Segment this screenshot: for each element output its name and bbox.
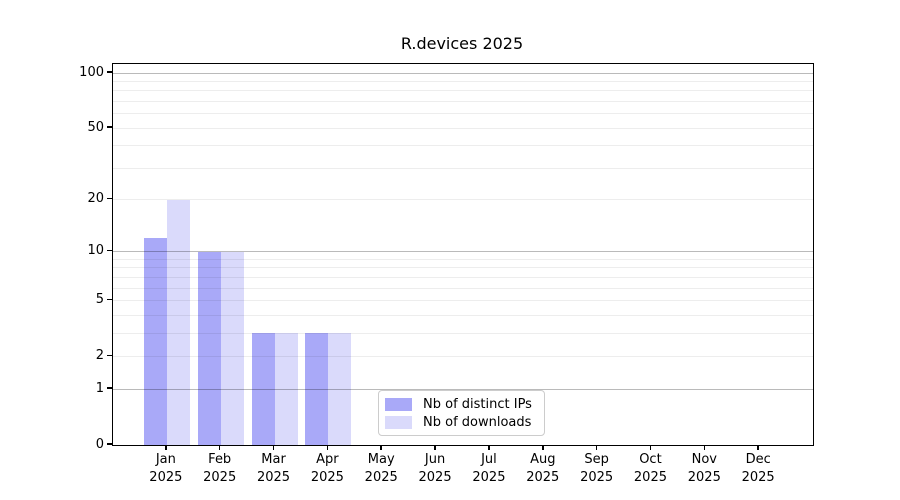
gridline-1 [113,388,813,390]
legend-swatch-distinct-ips [385,397,412,411]
x-tick-mark-may [380,445,382,450]
x-tick-mark-dec [757,445,759,450]
bar-downloads-feb [220,251,244,445]
y-tick-mark-100 [107,71,112,73]
x-tick-mark-apr [326,445,329,450]
gridline-6 [113,287,813,289]
x-tick-mark-jun [434,445,436,450]
x-tick-mark-mar [272,445,275,450]
gridline-100 [113,72,813,74]
x-tick-label-apr: Apr 2025 [310,452,344,485]
x-tick-mark-aug [542,445,544,450]
gridline-5 [113,300,813,302]
y-tick-label-2: 2 [95,347,104,363]
x-tick-mark-feb [218,445,221,450]
y-tick-mark-20 [107,197,112,200]
x-tick-mark-jan [165,445,167,450]
x-tick-label-mar: Mar 2025 [256,452,291,485]
bar-downloads-jan [166,199,190,445]
y-tick-mark-10 [107,249,112,252]
gridline-70 [113,100,813,102]
gridline-60 [113,113,813,115]
gridline-3 [113,332,813,334]
y-tick-mark-2 [107,354,112,357]
y-tick-label-1: 1 [95,380,104,396]
bar-distinct-ips-apr [305,333,329,445]
x-tick-mark-sep [595,445,598,450]
y-tick-label-100: 100 [79,64,104,80]
y-tick-mark-1 [107,387,112,389]
bar-downloads-apr [328,333,352,445]
y-tick-label-10: 10 [87,243,104,259]
gridline-20 [113,199,813,201]
gridline-7 [113,276,813,278]
y-tick-label-0: 0 [95,436,104,452]
gridline-50 [113,127,813,129]
bar-distinct-ips-feb [197,251,221,445]
x-tick-label-jun: Jun 2025 [418,452,452,485]
y-tick-label-20: 20 [87,191,104,207]
gridline-40 [113,145,813,147]
legend-swatch-downloads [385,415,412,429]
gridline-4 [113,314,813,316]
x-tick-mark-nov [703,445,706,450]
y-tick-label-50: 50 [87,119,104,135]
x-tick-label-aug: Aug 2025 [526,452,560,485]
y-tick-mark-0 [107,443,112,445]
plot-area [112,63,814,446]
legend-label-downloads: Nb of downloads [423,414,532,430]
x-tick-label-may: May 2025 [364,452,398,485]
y-tick-mark-50 [107,126,112,128]
legend-item-downloads: Nb of downloads [385,414,536,430]
y-tick-label-5: 5 [95,292,104,308]
legend: Nb of distinct IPs Nb of downloads [378,390,545,436]
gridline-80 [113,90,813,92]
x-tick-label-jul: Jul 2025 [472,452,506,485]
chart-title: R.devices 2025 [400,34,524,53]
x-tick-label-dec: Dec 2025 [741,452,775,485]
x-tick-label-sep: Sep 2025 [580,452,614,485]
legend-item-distinct-ips: Nb of distinct IPs [385,396,536,412]
gridline-9 [113,258,813,260]
x-tick-label-nov: Nov 2025 [687,452,721,485]
x-tick-mark-jul [488,445,490,450]
x-tick-label-oct: Oct 2025 [633,452,667,485]
gridline-90 [113,80,813,82]
y-tick-mark-5 [107,298,112,301]
gridline-30 [113,167,813,169]
x-tick-mark-oct [649,445,652,450]
bars-layer [113,64,813,445]
bar-distinct-ips-jan [143,238,167,445]
legend-label-distinct-ips: Nb of distinct IPs [423,396,532,412]
gridline-2 [113,355,813,357]
x-tick-label-feb: Feb 2025 [203,452,237,485]
bar-downloads-mar [274,333,298,445]
gridline-10 [113,251,813,253]
x-tick-label-jan: Jan 2025 [149,452,183,485]
grid-layer [113,64,813,445]
gridline-8 [113,267,813,269]
bar-distinct-ips-mar [251,333,275,445]
